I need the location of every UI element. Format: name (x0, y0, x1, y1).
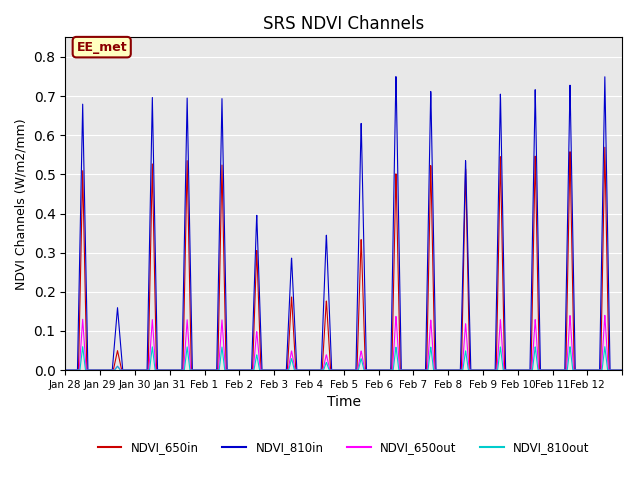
NDVI_810in (500, 273, 508, 278)
Line: NDVI_810out: NDVI_810out (65, 347, 622, 370)
NDVI_810in (612, 367, 620, 373)
NDVI_650out (500, 364, 508, 370)
Line: NDVI_650in: NDVI_650in (65, 147, 622, 370)
NDVI_650out (175, 367, 183, 373)
NDVI_810in (175, 367, 183, 373)
NDVI_810out (79, 344, 86, 349)
NDVI_650out (61, 367, 69, 373)
NDVI_810in (415, 367, 423, 373)
NDVI_810in (534, 197, 541, 203)
NDVI_810out (618, 367, 626, 373)
NDVI_650out (465, 355, 472, 360)
NDVI_650out (533, 344, 541, 350)
NDVI_650in (612, 367, 620, 373)
NDVI_650in (465, 288, 472, 294)
NDVI_650in (500, 321, 508, 326)
NDVI_810out (612, 367, 620, 373)
NDVI_650out (612, 367, 620, 373)
NDVI_810in (392, 74, 400, 80)
NDVI_810in (61, 367, 69, 373)
NDVI_810in (465, 266, 472, 272)
Legend: NDVI_650in, NDVI_810in, NDVI_650out, NDVI_810out: NDVI_650in, NDVI_810in, NDVI_650out, NDV… (93, 436, 595, 458)
NDVI_810out (534, 361, 541, 367)
NDVI_650out (618, 367, 626, 373)
NDVI_650in (618, 367, 626, 373)
NDVI_650out (601, 312, 609, 318)
NDVI_810out (61, 367, 69, 373)
Line: NDVI_810in: NDVI_810in (65, 77, 622, 370)
NDVI_810out (465, 367, 472, 372)
NDVI_650in (61, 367, 69, 373)
NDVI_810in (618, 367, 626, 373)
NDVI_650in (533, 249, 541, 255)
X-axis label: Time: Time (327, 396, 361, 409)
Title: SRS NDVI Channels: SRS NDVI Channels (263, 15, 424, 33)
NDVI_650in (415, 367, 423, 373)
NDVI_810out (500, 367, 508, 373)
NDVI_650in (175, 367, 183, 373)
Line: NDVI_650out: NDVI_650out (65, 315, 622, 370)
Y-axis label: NDVI Channels (W/m2/mm): NDVI Channels (W/m2/mm) (15, 118, 28, 289)
NDVI_650in (601, 144, 609, 150)
NDVI_650out (415, 367, 423, 373)
Text: EE_met: EE_met (76, 41, 127, 54)
NDVI_810out (175, 367, 183, 373)
NDVI_810out (415, 367, 423, 373)
